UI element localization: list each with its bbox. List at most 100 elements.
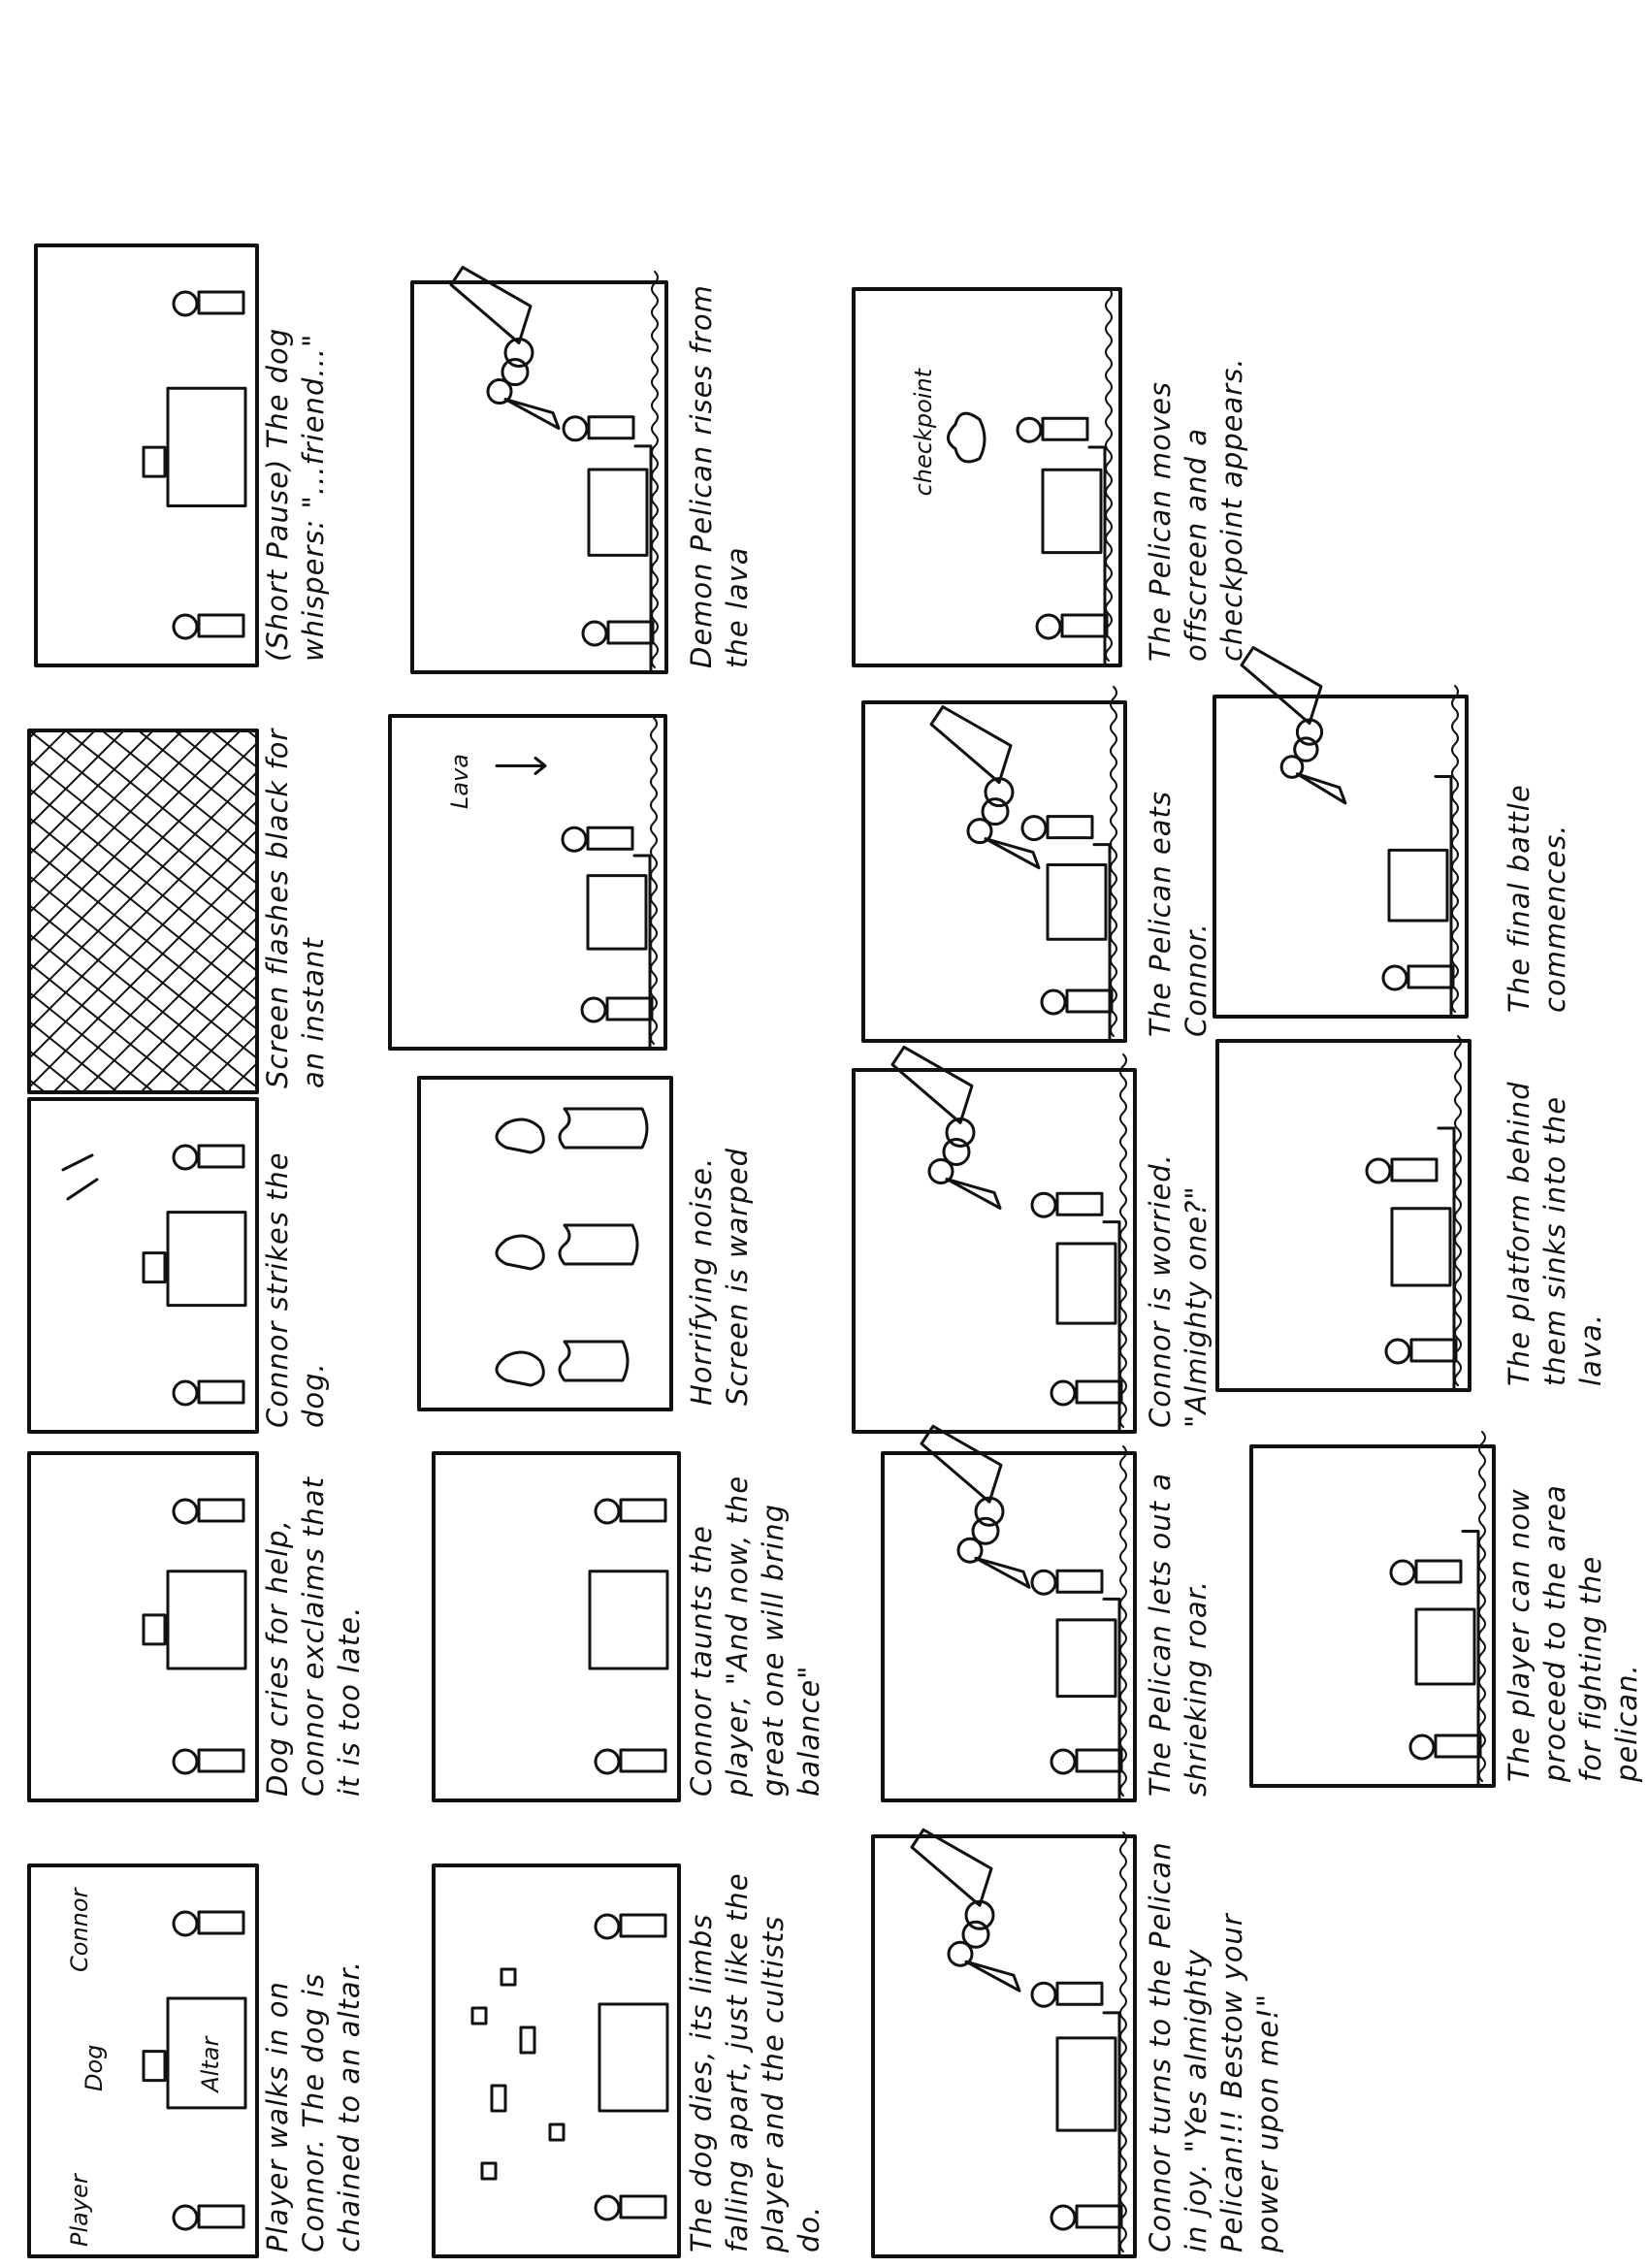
panel bbox=[861, 686, 1127, 1043]
strike-lines bbox=[61, 1153, 99, 1201]
limb-piece bbox=[548, 2122, 566, 2142]
hatch-line bbox=[29, 888, 257, 1092]
pelican-beak bbox=[503, 398, 561, 431]
panel bbox=[432, 1863, 681, 2258]
figure-body bbox=[605, 996, 654, 1021]
hatch-line bbox=[29, 730, 257, 943]
lava-surface bbox=[1478, 1431, 1486, 1782]
pelican-wing bbox=[920, 1424, 1003, 1504]
limb-piece bbox=[480, 2161, 498, 2181]
limb-piece bbox=[470, 2006, 488, 2025]
pelican-beak bbox=[945, 1177, 1002, 1210]
pelican-head bbox=[947, 1940, 974, 1967]
figure-body bbox=[1075, 1379, 1123, 1405]
figure-head bbox=[172, 1379, 199, 1407]
pelican-head bbox=[486, 378, 513, 405]
warped-shape bbox=[558, 1340, 630, 1382]
panel-caption: Connor is worried. "Almighty one?" bbox=[1144, 1153, 1213, 1428]
hatch-line bbox=[29, 846, 257, 1030]
altar bbox=[586, 874, 648, 951]
hatch-line bbox=[29, 730, 257, 826]
hatch-line bbox=[29, 875, 257, 1059]
panel-frame bbox=[1212, 695, 1469, 1019]
hatch-line bbox=[29, 498, 257, 680]
panel bbox=[1212, 646, 1469, 1019]
altar bbox=[166, 1996, 247, 2110]
figure-head bbox=[1050, 2204, 1077, 2231]
pelican-wing bbox=[929, 705, 1013, 785]
hatch-line bbox=[29, 742, 257, 972]
altar bbox=[587, 468, 649, 557]
hatch-line bbox=[29, 817, 257, 1001]
hatch-line bbox=[29, 730, 257, 914]
hatch-line bbox=[29, 365, 257, 593]
panel-caption: The Pelican lets out a shrieking roar. bbox=[1144, 1473, 1213, 1797]
panel-frame bbox=[34, 243, 259, 667]
figure-body bbox=[619, 2194, 667, 2219]
altar bbox=[166, 386, 247, 507]
figure-head bbox=[562, 415, 589, 442]
hatch-line bbox=[29, 730, 257, 739]
panel-caption: Connor taunts the player, "And now, the … bbox=[685, 1474, 826, 1797]
lava-surface bbox=[650, 717, 658, 1045]
panel: checkpoint bbox=[852, 287, 1122, 667]
figure-head bbox=[1365, 1157, 1392, 1184]
warped-shape bbox=[495, 1118, 545, 1154]
panel bbox=[27, 1451, 259, 1802]
platform bbox=[1434, 775, 1453, 1019]
hatch-line bbox=[29, 481, 257, 709]
panel-caption: Screen flashes black for an instant bbox=[261, 728, 331, 1088]
limb-piece bbox=[490, 2084, 507, 2113]
figure-head bbox=[1381, 964, 1408, 991]
panel-caption: (Short Pause) The dog whispers: "...frie… bbox=[261, 327, 331, 662]
hatch-line bbox=[29, 917, 257, 1092]
figure-head bbox=[172, 1910, 199, 1937]
hatch-line bbox=[29, 1050, 257, 1092]
altar bbox=[1055, 2036, 1117, 2132]
altar bbox=[1055, 1242, 1117, 1325]
panel-frame bbox=[852, 1068, 1137, 1434]
platform bbox=[632, 854, 652, 1051]
hatch-line bbox=[29, 771, 257, 1001]
altar bbox=[1055, 1618, 1117, 1699]
hatch bbox=[29, 365, 257, 1092]
hatch-line bbox=[29, 829, 257, 1059]
pelican-body bbox=[501, 358, 530, 387]
figure-head bbox=[594, 1748, 621, 1775]
hatch-line bbox=[29, 1021, 257, 1092]
panel-frame bbox=[861, 700, 1127, 1043]
figure-body bbox=[606, 620, 655, 645]
figure-body bbox=[1060, 613, 1109, 638]
hatch-line bbox=[29, 991, 257, 1092]
panel-caption: Demon Pelican rises from the lava bbox=[685, 284, 755, 668]
warped-shape bbox=[558, 1107, 649, 1150]
hatch-line bbox=[29, 730, 257, 797]
hatch-line bbox=[29, 452, 257, 680]
figure-head bbox=[1050, 1379, 1077, 1407]
pelican-body bbox=[1293, 736, 1319, 762]
panel-frame bbox=[27, 729, 259, 1094]
figure-body bbox=[619, 1748, 667, 1773]
panel-frame bbox=[881, 1451, 1137, 1802]
panel-frame bbox=[852, 287, 1122, 667]
hatch-line bbox=[29, 730, 257, 768]
figure-body bbox=[197, 1144, 245, 1169]
panel-caption: The Pelican moves offscreen and a checkp… bbox=[1144, 357, 1249, 662]
figure-head bbox=[172, 1748, 199, 1775]
figure-head bbox=[1030, 1569, 1057, 1596]
figure-body bbox=[197, 1379, 245, 1405]
hatch-line bbox=[29, 962, 257, 1092]
pelican-wing bbox=[1240, 646, 1323, 726]
altar bbox=[588, 1570, 669, 1670]
panel-caption: Connor strikes the dog. bbox=[261, 1151, 331, 1428]
warped-shape bbox=[495, 1350, 545, 1387]
dog bbox=[142, 1251, 167, 1284]
figure-body bbox=[1041, 416, 1089, 441]
figure-head bbox=[1408, 1733, 1436, 1761]
figure-head bbox=[172, 1144, 199, 1171]
panel: Player Dog Altar Connor bbox=[27, 1863, 259, 2258]
panel bbox=[871, 1828, 1137, 2258]
hatch-line bbox=[29, 730, 257, 885]
hatch-line bbox=[29, 904, 257, 1088]
platform bbox=[1102, 1597, 1121, 1802]
